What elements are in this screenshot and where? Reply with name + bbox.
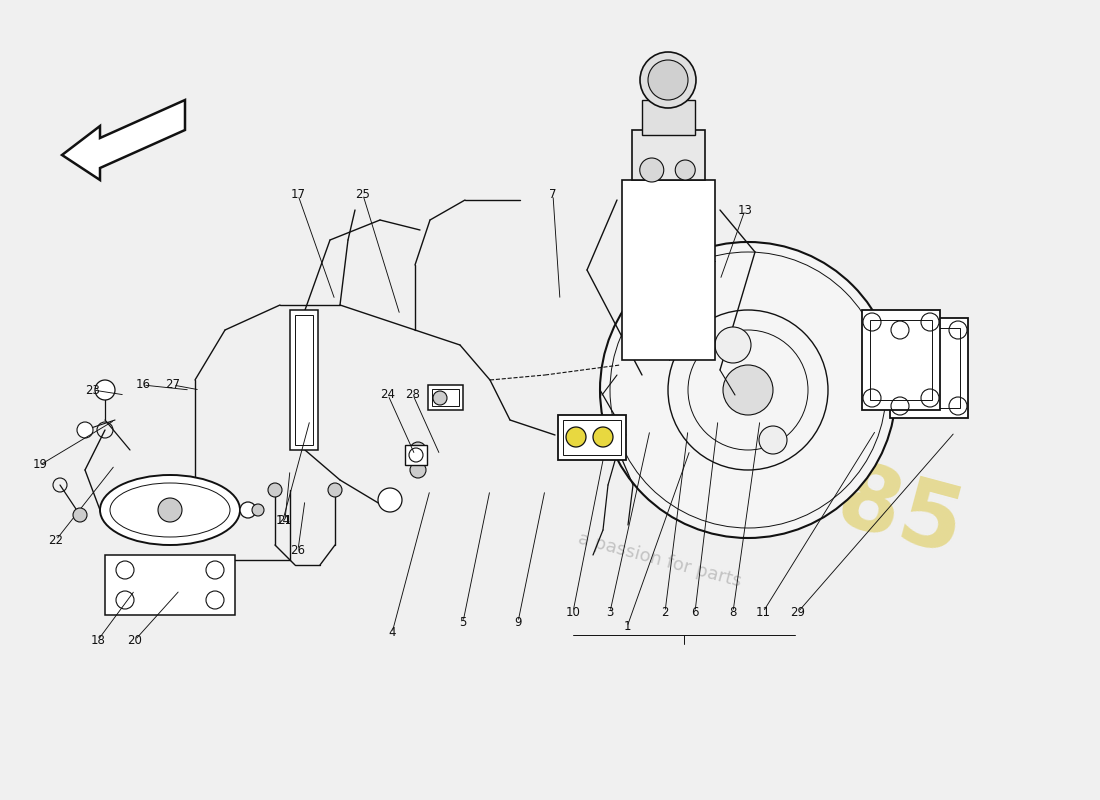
Bar <box>898 328 960 408</box>
Circle shape <box>648 60 688 100</box>
Text: 18: 18 <box>90 634 106 646</box>
Circle shape <box>95 380 116 400</box>
Bar <box>621 180 715 360</box>
Text: 1985: 1985 <box>707 425 972 575</box>
Text: 3: 3 <box>606 606 614 618</box>
Text: a passion for parts: a passion for parts <box>576 530 744 590</box>
Bar <box>405 445 427 465</box>
Bar <box>642 100 695 135</box>
Text: 9: 9 <box>515 615 521 629</box>
Circle shape <box>268 483 282 497</box>
Text: 6: 6 <box>691 606 698 618</box>
Circle shape <box>640 158 663 182</box>
Bar <box>295 315 313 445</box>
Text: 23: 23 <box>86 383 100 397</box>
Bar <box>563 420 622 455</box>
Text: 19: 19 <box>33 458 47 471</box>
Text: 13: 13 <box>738 203 752 217</box>
Text: 16: 16 <box>135 378 151 391</box>
Text: 26: 26 <box>290 543 306 557</box>
Text: 20: 20 <box>128 634 142 646</box>
Bar <box>428 385 463 410</box>
Bar <box>432 389 459 406</box>
Text: 29: 29 <box>791 606 805 618</box>
Text: 17: 17 <box>290 189 306 202</box>
Text: 5: 5 <box>460 615 466 629</box>
Bar <box>558 415 626 460</box>
Circle shape <box>723 365 773 415</box>
Ellipse shape <box>100 475 240 545</box>
Text: 10: 10 <box>565 606 581 618</box>
Text: 21: 21 <box>277 514 293 526</box>
Text: 14: 14 <box>275 514 290 526</box>
Circle shape <box>566 427 586 447</box>
Circle shape <box>410 442 426 458</box>
Polygon shape <box>62 100 185 180</box>
Circle shape <box>252 504 264 516</box>
Circle shape <box>640 52 696 108</box>
Text: 27: 27 <box>165 378 180 391</box>
Circle shape <box>715 327 751 363</box>
Text: 24: 24 <box>381 389 396 402</box>
Bar <box>890 318 968 418</box>
Text: 1: 1 <box>624 621 630 634</box>
Circle shape <box>759 426 786 454</box>
Text: 22: 22 <box>48 534 64 546</box>
Bar <box>870 320 932 400</box>
Circle shape <box>675 160 695 180</box>
Circle shape <box>600 242 896 538</box>
Circle shape <box>158 498 182 522</box>
Text: 11: 11 <box>756 606 770 618</box>
Text: 28: 28 <box>406 389 420 402</box>
Circle shape <box>77 422 94 438</box>
Circle shape <box>240 502 256 518</box>
Text: 7: 7 <box>549 189 557 202</box>
Text: 8: 8 <box>729 606 737 618</box>
Circle shape <box>433 391 447 405</box>
Circle shape <box>378 488 402 512</box>
Text: res: res <box>704 267 936 433</box>
Circle shape <box>73 508 87 522</box>
Bar <box>632 130 705 180</box>
Text: 25: 25 <box>355 189 371 202</box>
Bar <box>104 555 235 615</box>
Text: 2: 2 <box>661 606 669 618</box>
Text: 4: 4 <box>388 626 396 639</box>
Bar <box>862 310 940 410</box>
Circle shape <box>593 427 613 447</box>
Circle shape <box>328 483 342 497</box>
Bar <box>290 310 318 450</box>
Circle shape <box>410 462 426 478</box>
